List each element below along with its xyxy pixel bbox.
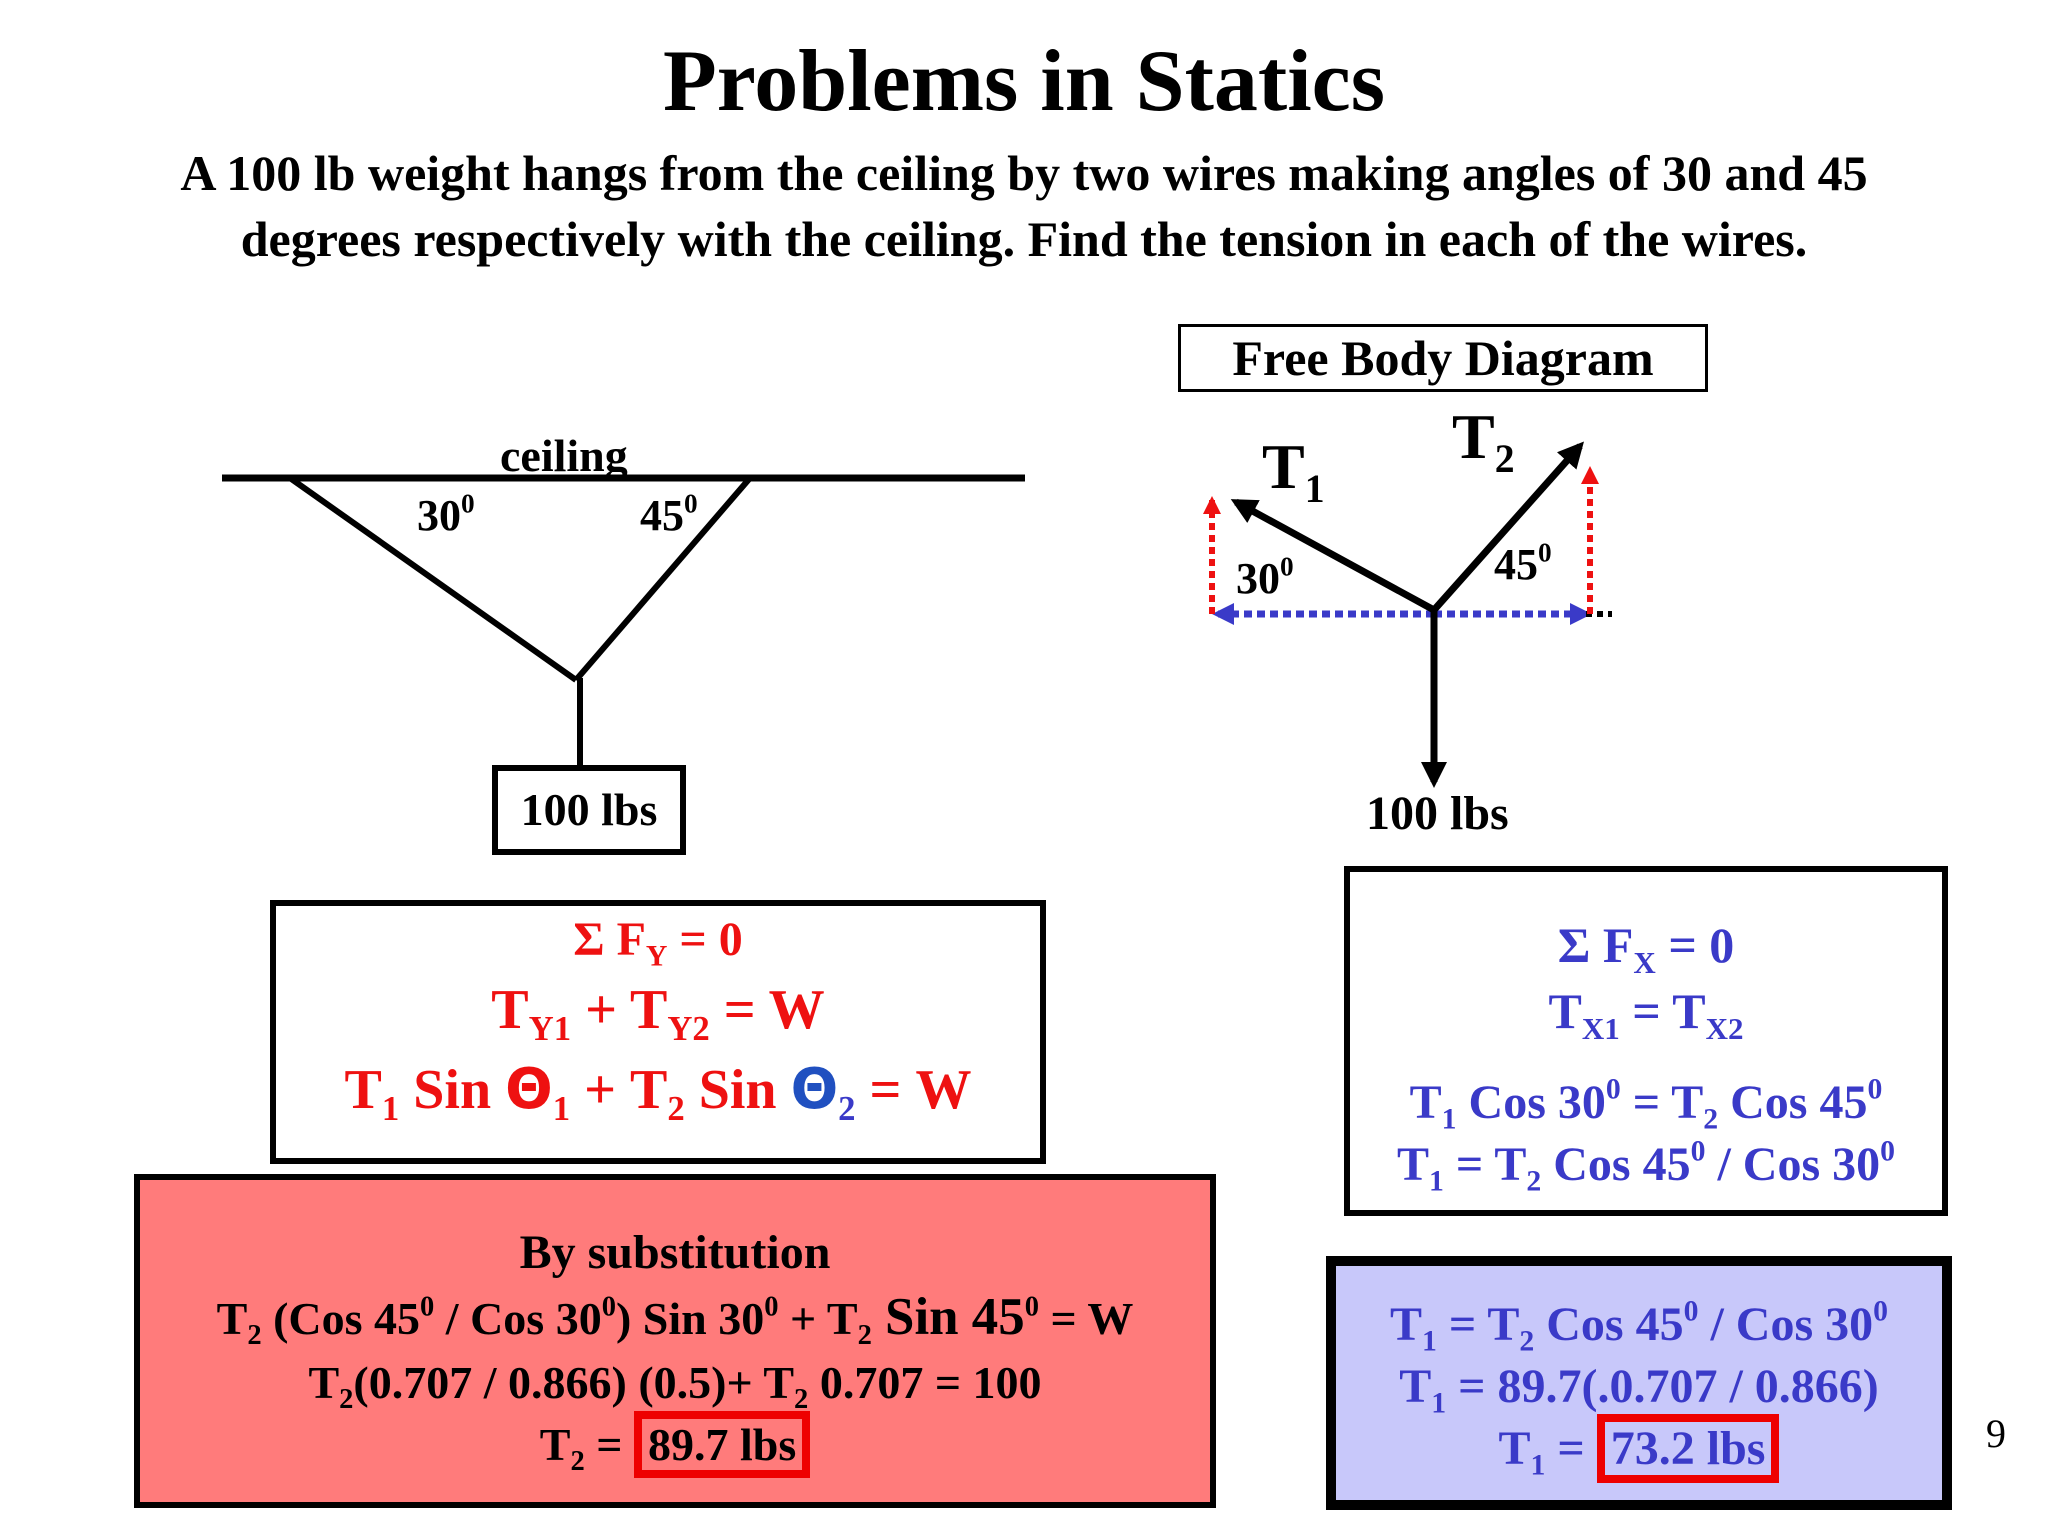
substitution-box: By substitution T2 (Cos 450 / Cos 300) S… bbox=[134, 1174, 1216, 1508]
fbd-t1-letter: T bbox=[1262, 431, 1305, 502]
substitution-line-1: T2 (Cos 450 / Cos 300) Sin 300 + T2 Sin … bbox=[216, 1288, 1134, 1351]
ceiling-label: ceiling bbox=[500, 430, 628, 481]
theta-1-symbol: Θ bbox=[505, 1057, 553, 1122]
wire-right bbox=[573, 476, 753, 682]
fbd-angle-30: 300 bbox=[1236, 551, 1294, 603]
fbd-angle-45: 450 bbox=[1494, 537, 1552, 589]
fbd-t1-sub: 1 bbox=[1304, 466, 1325, 511]
t2-answer-highlight: 89.7 lbs bbox=[633, 1411, 811, 1478]
substitution-heading: By substitution bbox=[519, 1226, 831, 1279]
sum-fy-line-3: T1 Sin Θ1 + T2 Sin Θ2 = W bbox=[344, 1057, 972, 1129]
sum-fx-line-1: Σ FX = 0 bbox=[1557, 917, 1735, 980]
t1-answer-highlight: 73.2 lbs bbox=[1596, 1414, 1780, 1483]
t2-vector bbox=[1431, 441, 1584, 613]
fbd-title: Free Body Diagram bbox=[1178, 324, 1708, 392]
setup-angle-45: 450 bbox=[640, 488, 698, 540]
problem-statement: A 100 lb weight hangs from the ceiling b… bbox=[0, 140, 2048, 272]
sum-fy-line-1: Σ FY = 0 bbox=[573, 913, 743, 973]
problem-line-1: A 100 lb weight hangs from the ceiling b… bbox=[180, 145, 1868, 201]
weight-box: 100 lbs bbox=[492, 765, 686, 855]
sum-fx-line-2: TX1 = TX2 bbox=[1548, 983, 1744, 1046]
setup-angle-30: 300 bbox=[417, 488, 475, 540]
setup-angle-45-value: 45 bbox=[640, 491, 684, 540]
page-title: Problems in Statics bbox=[663, 33, 1385, 130]
t1-vector bbox=[1230, 498, 1436, 614]
fbd-t2-sub: 2 bbox=[1494, 436, 1515, 481]
substitution-line-3: T2 = 89.7 lbs bbox=[140, 1411, 1210, 1478]
sum-fx-box: Σ FX = 0 TX1 = TX2 T1 Cos 300 = T2 Cos 4… bbox=[1344, 866, 1948, 1216]
solution-line-2: T1 = 89.7(.0.707 / 0.866) bbox=[1399, 1360, 1879, 1420]
sum-fy-box: Σ FY = 0 TY1 + TY2 = W T1 Sin Θ1 + T2 Si… bbox=[270, 900, 1046, 1164]
sum-fy-line-2: TY1 + TY2 = W bbox=[491, 979, 825, 1049]
wire-left bbox=[288, 475, 578, 683]
solution-line-1: T1 = T2 Cos 450 / Cos 300 bbox=[1389, 1294, 1889, 1358]
fbd-t2-label: T2 bbox=[1452, 401, 1515, 479]
fbd-t2-letter: T bbox=[1452, 401, 1495, 472]
theta-2-symbol: Θ bbox=[790, 1057, 839, 1122]
substitution-line-2: T2(0.707 / 0.866) (0.5)+ T2 0.707 = 100 bbox=[308, 1357, 1042, 1415]
fbd-angle-30-value: 30 bbox=[1236, 554, 1280, 603]
fbd-t1-label: T1 bbox=[1262, 431, 1325, 509]
fbd-weight-label: 100 lbs bbox=[1366, 787, 1509, 840]
page-number: 9 bbox=[1986, 1411, 2006, 1456]
setup-angle-30-value: 30 bbox=[417, 491, 461, 540]
solution-box: T1 = T2 Cos 450 / Cos 300 T1 = 89.7(.0.7… bbox=[1326, 1256, 1952, 1510]
sum-fx-line-3: T1 Cos 300 = T2 Cos 450 bbox=[1409, 1072, 1883, 1136]
sum-fx-line-4: T1 = T2 Cos 450 / Cos 300 bbox=[1396, 1134, 1896, 1198]
solution-line-3: T1 = 73.2 lbs bbox=[1336, 1414, 1942, 1483]
fbd-angle-45-value: 45 bbox=[1494, 540, 1538, 589]
problem-line-2: degrees respectively with the ceiling. F… bbox=[240, 211, 1808, 267]
